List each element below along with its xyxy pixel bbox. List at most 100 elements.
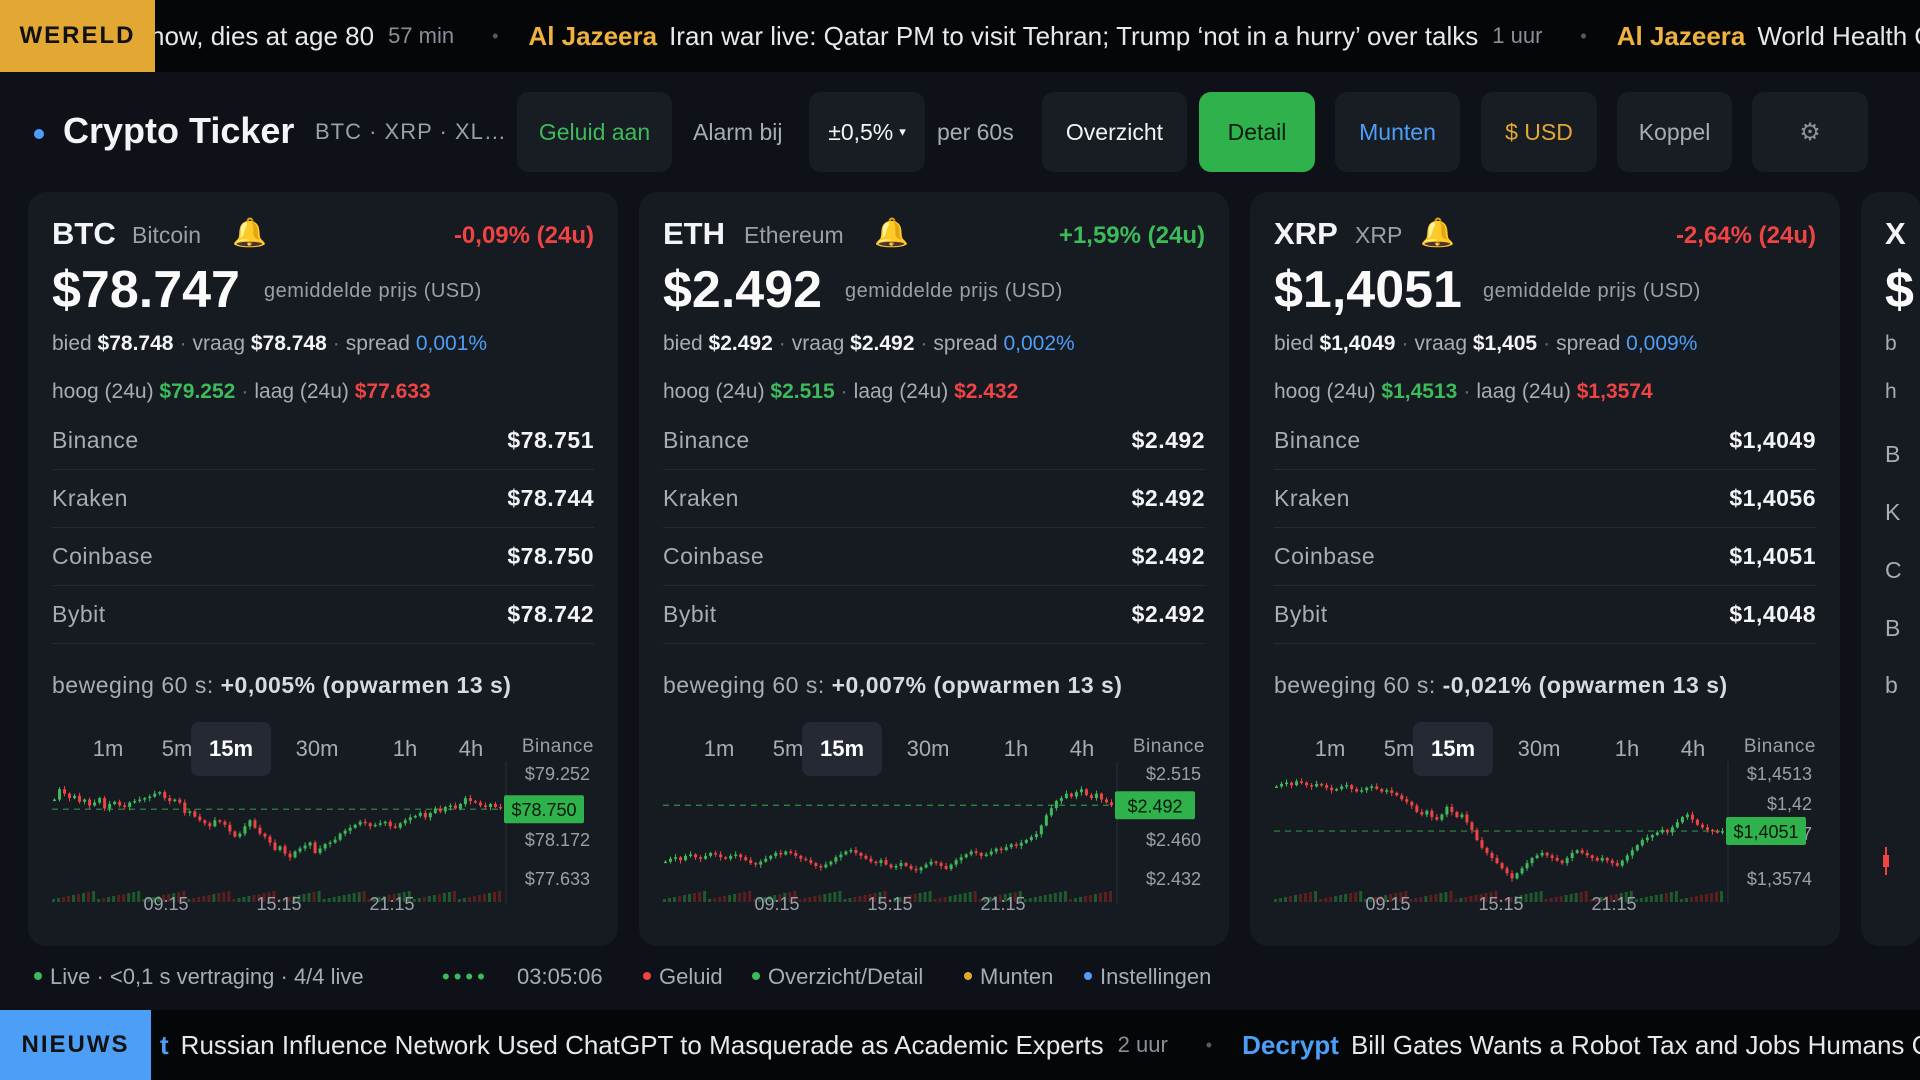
volume-bar [262,893,266,902]
candle-body [433,808,437,813]
coin-price: $2.492 [663,261,823,319]
headline-item[interactable]: how, dies at age 80 57 min • [150,21,528,52]
coin-card-partial[interactable]: X $ b h B K C B b [1861,192,1920,946]
bell-icon[interactable]: 🔔 [874,217,909,248]
volume-bar [1098,893,1102,902]
headline-item[interactable]: Al Jazeera World Health O [1617,21,1920,52]
candle-body [664,861,668,864]
candle-body [1330,787,1334,791]
timeframe-1h[interactable]: 1h [392,736,418,761]
volume-bar [67,896,71,902]
timeframe-1m[interactable]: 1m [92,736,124,761]
volume-bar [1674,891,1678,902]
overview-button[interactable]: Overzicht [1042,92,1187,172]
sound-toggle-button[interactable]: Geluid aan [517,92,672,172]
volume-bar [1354,892,1358,902]
exchange-price: $2.492 [1131,601,1205,627]
movement-60s: beweging 60 s: +0,005% (opwarmen 13 s) [52,672,511,699]
exchange-row: Bybit $2.492 [663,586,1205,644]
candle-body [1275,786,1279,788]
candle-body [1054,800,1058,809]
couple-button[interactable]: Koppel [1617,92,1732,172]
candle-body [1655,832,1659,836]
volume-bar [417,898,421,902]
timeframe-5m[interactable]: 5m [772,736,804,761]
timeframe-15m[interactable]: 15m [1413,722,1493,776]
headline-item[interactable]: t Russian Influence Network Used ChatGPT … [160,1030,1242,1061]
alarm-threshold-select[interactable]: ±0,5% ▾ [809,92,925,172]
bell-icon[interactable]: 🔔 [232,217,267,248]
timeframe-15m[interactable]: 15m [802,722,882,776]
volume-bar [1649,896,1653,902]
volume-bar [968,892,972,902]
volume-bar [833,892,837,902]
spread-value: 0,002% [1003,332,1075,355]
candle-body [919,867,923,871]
exchange-row: Bybit $78.742 [52,586,594,644]
price-chart[interactable]: $2.515 $2.460 $2.432 $2.492 09:15 15:15 21:15 [639,762,1229,912]
candle-body [488,804,492,807]
volume-bar [1599,897,1603,902]
headline-text: Russian Influence Network Used ChatGPT t… [180,1029,1104,1060]
price-chart[interactable]: $1,4513$1,42$1,3887$1,3574$1,405109:1515… [1250,762,1840,912]
timeframe-30m[interactable]: 30m [906,736,950,761]
timeframe-30m[interactable]: 30m [1517,736,1561,761]
candle-body [1335,788,1339,791]
headline-item[interactable]: Decrypt Bill Gates Wants a Robot Tax and … [1242,1030,1920,1061]
timeframe-1m[interactable]: 1m [703,736,735,761]
volume-bar [703,891,707,902]
volume-bar [713,898,717,902]
ask-value: $1,405 [1472,332,1538,355]
candle-body [974,851,978,854]
price-chart[interactable]: $79.252 $78.172 $77.633 $78.750 09:15 15:15 21… [28,762,618,912]
candle-body [263,833,267,837]
timeframe-5m[interactable]: 5m [1383,736,1415,761]
candle-body [1605,858,1609,861]
candle-body [1645,837,1649,841]
exchange-name: Bybit [663,601,717,627]
movement-value: -0,021% (opwarmen 13 s) [1442,672,1728,698]
headline-item[interactable]: Al Jazeera Iran war live: Qatar PM to vis… [528,21,1616,52]
detail-button[interactable]: Detail [1199,92,1315,172]
volume-bar [72,895,76,902]
candle-body [1640,840,1644,846]
ask-value: $2.492 [850,332,915,355]
timeframe-5m[interactable]: 5m [161,736,193,761]
volume-bar [678,896,682,902]
coin-card-xrp[interactable]: XRP XRP 🔔 -2,64% (24u) $1,4051 gemiddelde pri… [1250,192,1840,946]
volume-bar [1519,895,1523,902]
volume-bar [848,898,852,902]
candle-body [729,855,733,859]
settings-button[interactable]: ⚙ [1752,92,1868,172]
timeframe-1h[interactable]: 1h [1003,736,1029,761]
coin-card-btc[interactable]: BTC Bitcoin 🔔 -0,09% (24u) $78.747 gemiddelde… [28,192,618,946]
volume-bar [287,897,291,902]
timeframe-4h[interactable]: 4h [458,736,484,761]
timeframe-4h[interactable]: 4h [1680,736,1706,761]
volume-bar [883,891,887,902]
volume-bar [768,896,772,902]
timeframe-15m[interactable]: 15m [191,722,271,776]
candle-body [1580,850,1584,853]
currency-button[interactable]: $ USD [1481,92,1597,172]
chart-exchange-label: Binance [1743,736,1816,757]
bell-icon[interactable]: 🔔 [1420,217,1455,248]
timeframe-30m[interactable]: 30m [295,736,339,761]
candle-body [1425,810,1429,815]
bid-label: bied [52,332,92,355]
exchange-price: $78.750 [507,543,594,569]
timeframe-1m[interactable]: 1m [1314,736,1346,761]
y-tick-label: $79.252 [525,764,590,784]
coin-card-eth[interactable]: ETH Ethereum 🔔 +1,59% (24u) $2.492 gemiddelde… [639,192,1229,946]
volume-bar [1068,899,1072,902]
candle-body [83,799,87,802]
timeframe-1h[interactable]: 1h [1614,736,1640,761]
timeframe-4h[interactable]: 4h [1069,736,1095,761]
volume-bar [402,892,406,902]
volume-bar [57,898,61,902]
candle-body [408,817,412,821]
candle-body [1485,847,1489,853]
volume-bar [1314,891,1318,902]
exchange-price: $2.492 [1131,427,1205,453]
coins-button[interactable]: Munten [1335,92,1460,172]
